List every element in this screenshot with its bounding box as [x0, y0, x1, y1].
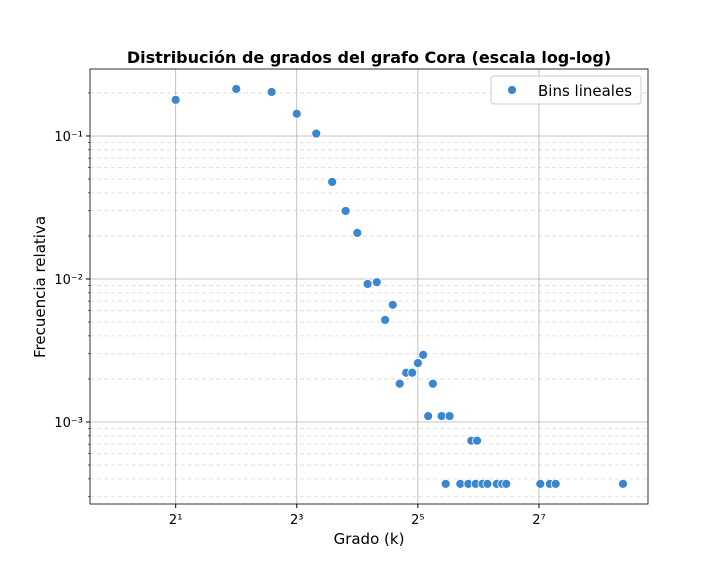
point — [423, 411, 434, 421]
legend-box — [490, 75, 642, 105]
x-tick-label: 2⁷ — [532, 513, 545, 528]
point — [501, 479, 512, 489]
point — [412, 358, 423, 369]
point — [327, 177, 338, 187]
point — [266, 87, 277, 97]
point — [170, 94, 181, 105]
x-tick-label: 2³ — [290, 513, 303, 528]
point — [231, 84, 242, 94]
point — [444, 411, 455, 421]
point — [362, 279, 373, 289]
plot-frame — [89, 68, 649, 505]
point — [387, 299, 398, 310]
point — [418, 349, 429, 360]
y-tick-label: 10⁻¹ — [54, 130, 83, 145]
point — [311, 128, 322, 139]
point — [472, 435, 482, 446]
x-tick-label: 2¹ — [169, 513, 182, 528]
point — [427, 378, 438, 389]
point — [535, 479, 546, 489]
x-axis-label: Grado (k) — [334, 530, 405, 548]
y-axis-label: Frecuencia relativa — [31, 216, 49, 358]
point — [618, 479, 628, 489]
y-tick-label: 10⁻³ — [54, 416, 83, 431]
x-tick-label: 2⁵ — [411, 513, 424, 528]
legend-label: Bins lineales — [538, 82, 632, 100]
point — [340, 206, 351, 216]
point — [291, 108, 302, 119]
point — [407, 367, 418, 378]
point — [371, 277, 382, 288]
chart-title: Distribución de grados del grafo Cora (e… — [127, 48, 611, 67]
point — [550, 479, 561, 489]
y-tick-label: 10⁻² — [54, 273, 83, 288]
point — [380, 315, 391, 325]
point — [394, 378, 405, 389]
point — [352, 228, 363, 238]
legend-marker — [507, 85, 517, 95]
point — [440, 479, 451, 489]
point — [482, 479, 493, 489]
